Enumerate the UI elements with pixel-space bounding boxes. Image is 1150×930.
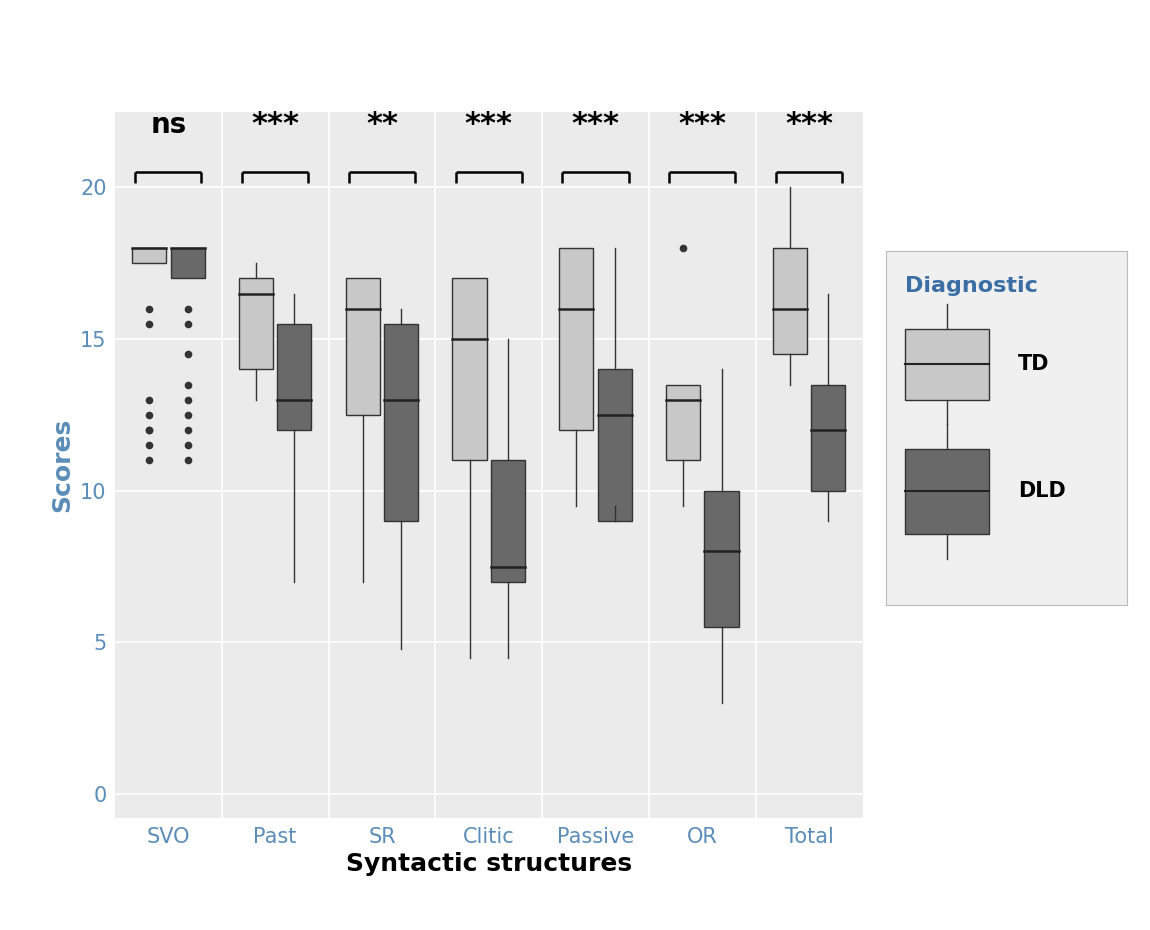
Text: ns: ns bbox=[151, 111, 186, 139]
Bar bbox=[559, 248, 593, 430]
Bar bbox=[277, 324, 312, 430]
Bar bbox=[132, 248, 167, 263]
Text: **: ** bbox=[366, 110, 398, 139]
Bar bbox=[452, 278, 486, 460]
X-axis label: Syntactic structures: Syntactic structures bbox=[346, 852, 631, 876]
Y-axis label: Scores: Scores bbox=[51, 418, 75, 512]
Text: ***: *** bbox=[251, 110, 299, 139]
Bar bbox=[598, 369, 631, 521]
Bar bbox=[905, 449, 989, 534]
Text: ***: *** bbox=[785, 110, 833, 139]
Bar bbox=[773, 248, 807, 354]
Bar bbox=[811, 385, 845, 491]
Text: ***: *** bbox=[678, 110, 727, 139]
Bar bbox=[384, 324, 419, 521]
Text: DLD: DLD bbox=[1019, 482, 1066, 501]
Text: ***: *** bbox=[465, 110, 513, 139]
Bar bbox=[491, 460, 526, 582]
Bar bbox=[905, 329, 989, 400]
Bar bbox=[170, 248, 205, 278]
Text: TD: TD bbox=[1019, 354, 1050, 374]
Text: Diagnostic: Diagnostic bbox=[905, 276, 1037, 296]
Text: ***: *** bbox=[572, 110, 620, 139]
Bar bbox=[239, 278, 273, 369]
Bar bbox=[346, 278, 380, 415]
Bar bbox=[705, 491, 738, 628]
Bar bbox=[666, 385, 700, 460]
